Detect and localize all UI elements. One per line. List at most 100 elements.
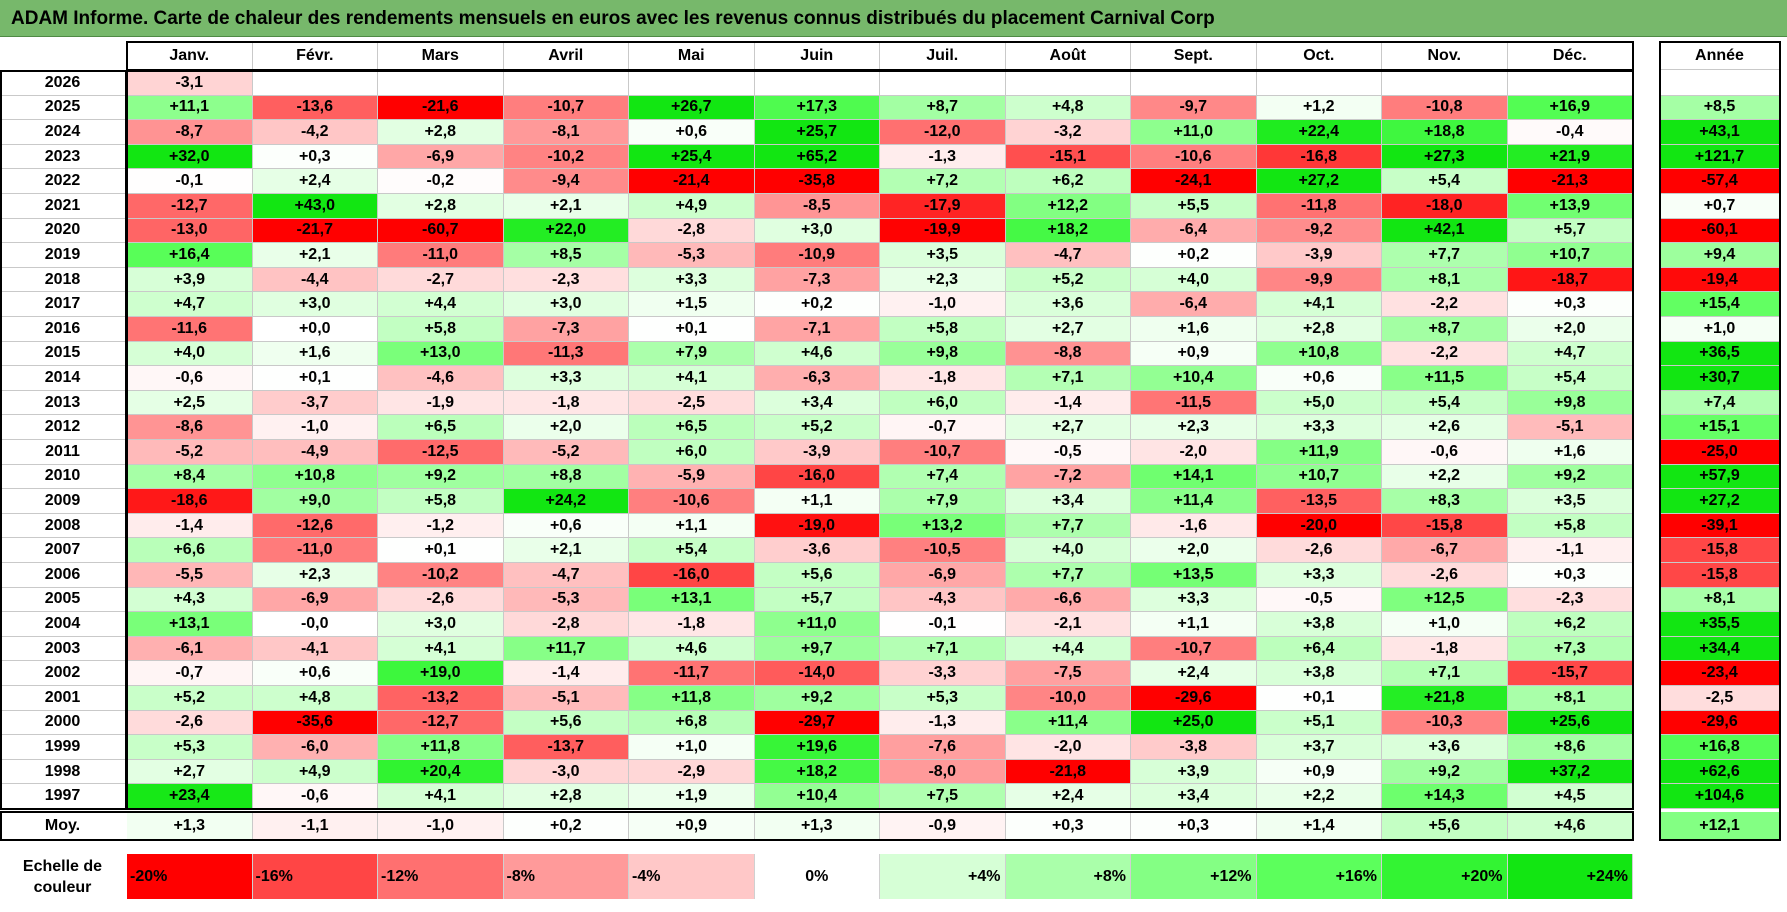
heatmap-cell: -1,4: [1005, 390, 1131, 416]
heatmap-cell: -5,1: [1507, 415, 1633, 440]
heatmap-cell: +13,2: [880, 513, 1006, 539]
heatmap-cell: -1,8: [503, 390, 629, 416]
heatmap-cell: +5,3: [127, 735, 253, 760]
heatmap-cell: +0,3: [252, 144, 378, 170]
heatmap-cell: -17,9: [880, 194, 1006, 219]
annual-cell: -15,8: [1660, 563, 1780, 588]
heatmap-cell: +0,2: [754, 292, 880, 317]
heatmap-cell: -10,3: [1382, 710, 1508, 736]
heatmap-cell: -13,7: [503, 735, 629, 760]
heatmap-cell: -2,6: [378, 587, 504, 613]
heatmap-cell: +1,0: [1382, 612, 1508, 637]
annual-cell: -19,4: [1660, 267, 1780, 293]
year-label: 2018: [0, 267, 125, 293]
heatmap-cell: +1,6: [1507, 440, 1633, 465]
title-bar: ADAM Informe. Carte de chaleur des rende…: [0, 0, 1787, 37]
annual-cell: +121,7: [1660, 144, 1780, 170]
heatmap-cell: -6,7: [1382, 538, 1508, 563]
heatmap-cell: +9,7: [754, 636, 880, 662]
heatmap-cell: +5,8: [880, 317, 1006, 342]
average-cell: -1,0: [378, 812, 504, 840]
heatmap-cell: -11,3: [503, 341, 629, 367]
heatmap-cell: -2,9: [629, 759, 755, 785]
heatmap-cell: +0,6: [1256, 366, 1382, 391]
heatmap-cell: -15,7: [1507, 661, 1633, 686]
heatmap-cell: +7,9: [629, 341, 755, 367]
heatmap-cell: -6,4: [1131, 218, 1257, 244]
heatmap-cell: -7,1: [754, 317, 880, 342]
annual-cell: -23,4: [1660, 661, 1780, 686]
heatmap-cell: +3,3: [1256, 563, 1382, 588]
heatmap-cell: +21,8: [1382, 686, 1508, 711]
heatmap-cell: -11,0: [378, 243, 504, 268]
heatmap-cell: -1,0: [252, 415, 378, 440]
heatmap-cell: +5,8: [1507, 513, 1633, 539]
heatmap-cell: +0,1: [629, 317, 755, 342]
heatmap-cell: -24,1: [1131, 169, 1257, 194]
heatmap-cell: +0,1: [1256, 686, 1382, 711]
heatmap-cell: +0,0: [252, 317, 378, 342]
heatmap-cell: +0,3: [1507, 563, 1633, 588]
heatmap-cell: +7,7: [1382, 243, 1508, 268]
heatmap-cell: -7,3: [503, 317, 629, 342]
heatmap-cell: -2,8: [503, 612, 629, 637]
heatmap-cell: +2,7: [1005, 317, 1131, 342]
heatmap-cell: -3,6: [754, 538, 880, 563]
heatmap-cell: +17,3: [754, 95, 880, 121]
heatmap-cell: +2,4: [1005, 784, 1131, 809]
heatmap-cell: -2,3: [503, 267, 629, 293]
heatmap-cell: -13,2: [378, 686, 504, 711]
heatmap-cell: -1,0: [880, 292, 1006, 317]
heatmap-cell: +5,8: [378, 317, 504, 342]
heatmap-cell: +5,1: [1256, 710, 1382, 736]
heatmap-cell: -1,8: [1382, 636, 1508, 662]
heatmap-cell: -0,2: [378, 169, 504, 194]
heatmap-cell: +2,8: [378, 120, 504, 145]
heatmap-cell: +11,1: [127, 95, 253, 121]
heatmap-cell: +2,7: [1005, 415, 1131, 440]
heatmap-cell: -12,0: [880, 120, 1006, 145]
heatmap-cell: -4,7: [1005, 243, 1131, 268]
heatmap-cell: [880, 71, 1006, 96]
heatmap-cell: +5,3: [880, 686, 1006, 711]
average-label: Moy.: [0, 812, 125, 840]
heatmap-cell: -16,0: [754, 464, 880, 490]
heatmap-cell: +2,4: [252, 169, 378, 194]
heatmap-cell: +5,2: [754, 415, 880, 440]
heatmap-cell: [1005, 71, 1131, 96]
heatmap-cell: +13,1: [127, 612, 253, 637]
annual-cell: -57,4: [1660, 169, 1780, 194]
heatmap-cell: +2,2: [1256, 784, 1382, 809]
heatmap-cell: -18,6: [127, 489, 253, 514]
annual-cell: -25,0: [1660, 440, 1780, 465]
heatmap-cell: [754, 71, 880, 96]
heatmap-cell: +5,2: [127, 686, 253, 711]
heatmap-cell: -13,5: [1256, 489, 1382, 514]
annual-cell: +36,5: [1660, 341, 1780, 367]
heatmap-cell: +5,7: [754, 587, 880, 613]
heatmap-cell: +11,4: [1005, 710, 1131, 736]
legend-swatch: 0%: [754, 854, 880, 899]
heatmap-cell: -15,8: [1382, 513, 1508, 539]
year-label: 2006: [0, 563, 125, 588]
heatmap-cell: +6,6: [127, 538, 253, 563]
heatmap-cell: +9,8: [880, 341, 1006, 367]
heatmap-cell: +6,5: [629, 415, 755, 440]
heatmap-cell: +4,4: [1005, 636, 1131, 662]
year-label: 2014: [0, 366, 125, 391]
heatmap-cell: +6,2: [1005, 169, 1131, 194]
annual-cell: -60,1: [1660, 218, 1780, 244]
average-cell: +0,2: [503, 812, 629, 840]
heatmap-cell: -19,9: [880, 218, 1006, 244]
heatmap-cell: +2,8: [378, 194, 504, 219]
annual-cell: +43,1: [1660, 120, 1780, 145]
heatmap-cell: -2,7: [378, 267, 504, 293]
heatmap-cell: +5,4: [1507, 366, 1633, 391]
annual-cell: +57,9: [1660, 464, 1780, 490]
heatmap-cell: [503, 71, 629, 96]
column-header-10: Oct.: [1256, 42, 1382, 70]
heatmap-cell: +2,3: [252, 563, 378, 588]
heatmap-cell: +13,1: [629, 587, 755, 613]
heatmap-cell: +8,1: [1382, 267, 1508, 293]
year-label: 2015: [0, 341, 125, 367]
